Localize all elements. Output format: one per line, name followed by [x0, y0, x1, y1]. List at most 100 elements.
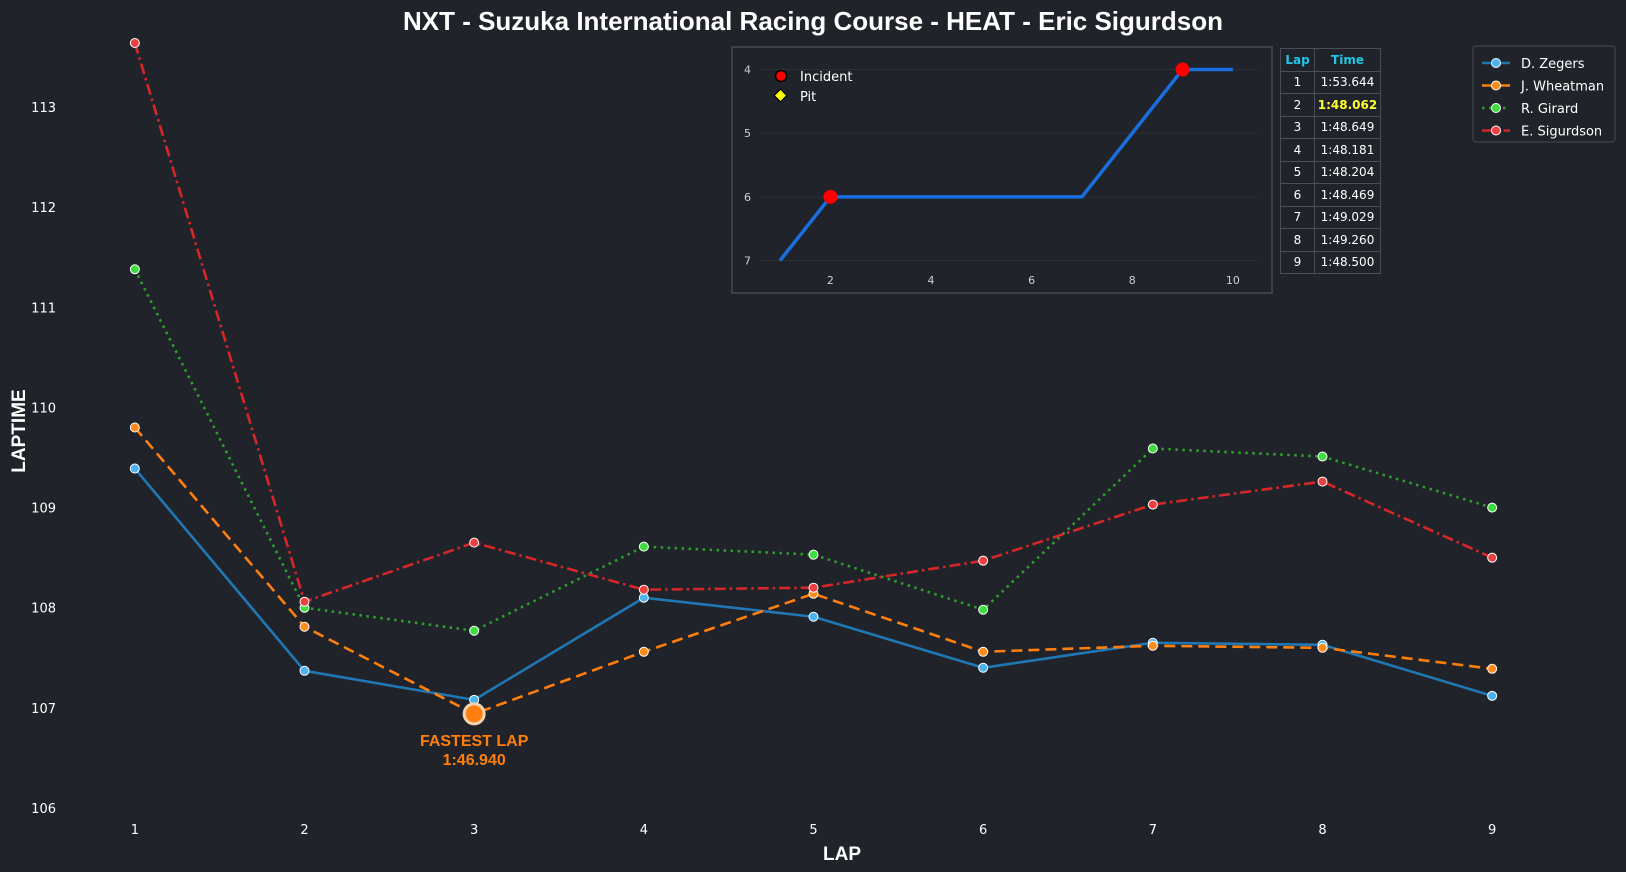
y-ticks: 106 107 108 109 110 111 112 113: [31, 101, 56, 817]
data-point: [299, 621, 310, 632]
pit-marker-icon: [773, 88, 788, 103]
data-point: [129, 463, 140, 474]
lap-time-cell: 1:48.500: [1314, 250, 1381, 274]
data-point: [808, 549, 819, 560]
lap-time-cell: 1:49.260: [1314, 228, 1381, 252]
inset-incident-markers: [823, 62, 1190, 204]
inset-x-ticks: 2 4 6 8 10: [827, 274, 1240, 287]
legend: D. Zegers J. Wheatman R. Girard E. Sigurdso…: [1472, 45, 1616, 143]
data-point: [1487, 690, 1498, 701]
chart-title: NXT - Suzuka International Racing Course…: [403, 6, 1223, 36]
data-point: [808, 582, 819, 593]
x-axis-label: LAP: [823, 844, 861, 865]
lap-number-cell: 8: [1280, 228, 1315, 252]
lap-table-row: 5 1:48.204: [1280, 160, 1381, 184]
lap-number-cell: 5: [1280, 160, 1315, 184]
y-tick-label: 113: [31, 101, 56, 116]
legend-swatch-marker: [1491, 58, 1501, 68]
data-point: [1487, 552, 1498, 563]
legend-item: D. Zegers: [1482, 57, 1585, 72]
series-1: [129, 422, 1498, 719]
x-tick-label: 8: [1318, 823, 1326, 838]
data-point: [469, 537, 480, 548]
lap-table-row: 8 1:49.260: [1280, 228, 1381, 252]
y-tick-label: 108: [31, 602, 56, 617]
lap-number-cell: 9: [1280, 250, 1315, 274]
x-tick-label: 7: [1149, 823, 1157, 838]
legend-label: E. Sigurdson: [1521, 125, 1602, 140]
inset-legend: Incident Pit: [773, 69, 852, 105]
data-point: [129, 264, 140, 275]
data-point: [299, 596, 310, 607]
data-point: [1147, 499, 1158, 510]
incident-marker-icon: [774, 69, 788, 83]
data-point: [638, 584, 649, 595]
x-tick-label: 5: [809, 823, 817, 838]
legend-label: J. Wheatman: [1520, 80, 1604, 95]
lap-time-cell: 1:53.644: [1314, 70, 1381, 94]
y-tick-label: 106: [31, 802, 56, 817]
lap-times-table: Lap Time 1 1:53.644 2 1:48.062 3 1:48.649 4 1:4…: [1280, 48, 1381, 274]
y-tick-label: 112: [31, 201, 56, 216]
incident-legend-label: Incident: [800, 70, 852, 85]
lap-table-row: 7 1:49.029: [1280, 205, 1381, 229]
x-tick-label: 4: [640, 823, 648, 838]
legend-frame: [1472, 45, 1616, 143]
data-point: [1487, 663, 1498, 674]
lap-time-cell: 1:48.062: [1314, 93, 1381, 117]
inset-y-tick-label: 4: [744, 64, 751, 77]
y-tick-label: 109: [31, 502, 56, 517]
inset-x-tick-label: 10: [1226, 274, 1240, 287]
series-3: [129, 38, 1498, 607]
legend-item: E. Sigurdson: [1482, 125, 1602, 140]
inset-x-tick-label: 8: [1129, 274, 1136, 287]
data-point: [978, 604, 989, 615]
lap-table-row: 3 1:48.649: [1280, 115, 1381, 139]
inset-position-line: [778, 67, 1233, 262]
data-point: [1487, 502, 1498, 513]
data-point: [1317, 642, 1328, 653]
lap-time-cell: 1:49.029: [1314, 205, 1381, 229]
data-point: [808, 611, 819, 622]
x-tick-label: 9: [1488, 823, 1496, 838]
legend-label: D. Zegers: [1521, 57, 1585, 72]
fastest-lap-label: FASTEST LAP: [420, 733, 529, 750]
inset-y-ticks: 4 5 6 7: [744, 64, 751, 268]
y-axis-label: LAPTIME: [9, 389, 30, 472]
lap-table-row: 4 1:48.181: [1280, 138, 1381, 162]
lap-table-row: 9 1:48.500: [1280, 250, 1381, 274]
lap-number-cell: 3: [1280, 115, 1315, 139]
lap-time-cell: 1:48.469: [1314, 183, 1381, 207]
series-line: [133, 426, 1493, 716]
inset-y-tick-label: 5: [744, 127, 751, 140]
lap-table-row: 2 1:48.062: [1280, 93, 1381, 117]
lap-number-cell: 6: [1280, 183, 1315, 207]
fastest-lap-time: 1:46.940: [443, 752, 506, 769]
data-point: [1317, 451, 1328, 462]
inset-y-tick-label: 6: [744, 191, 751, 204]
x-ticks: 1 2 3 4 5 6 7 8 9: [131, 823, 1497, 838]
x-tick-label: 6: [979, 823, 987, 838]
inset-x-tick-label: 6: [1028, 274, 1035, 287]
lap-number-cell: 4: [1280, 138, 1315, 162]
pit-legend-label: Pit: [800, 90, 816, 105]
y-tick-label: 110: [31, 401, 56, 416]
legend-label: R. Girard: [1521, 102, 1578, 117]
inset-y-tick-label: 7: [744, 254, 751, 267]
inset-x-tick-label: 4: [928, 274, 935, 287]
data-point: [1317, 476, 1328, 487]
data-point: [978, 662, 989, 673]
lap-number-cell: 1: [1280, 70, 1315, 94]
legend-swatch-marker: [1491, 125, 1501, 136]
fastest-lap-highlight: [462, 702, 486, 726]
fastest-lap-annotation: FASTEST LAP 1:46.940: [420, 702, 529, 769]
y-tick-label: 107: [31, 702, 56, 717]
series-layer: [129, 38, 1498, 719]
data-point: [299, 665, 310, 676]
lap-time-cell: 1:48.649: [1314, 115, 1381, 139]
legend-swatch-marker: [1491, 103, 1501, 113]
data-point: [978, 555, 989, 566]
data-point: [129, 422, 140, 433]
legend-swatch-marker: [1491, 80, 1501, 91]
